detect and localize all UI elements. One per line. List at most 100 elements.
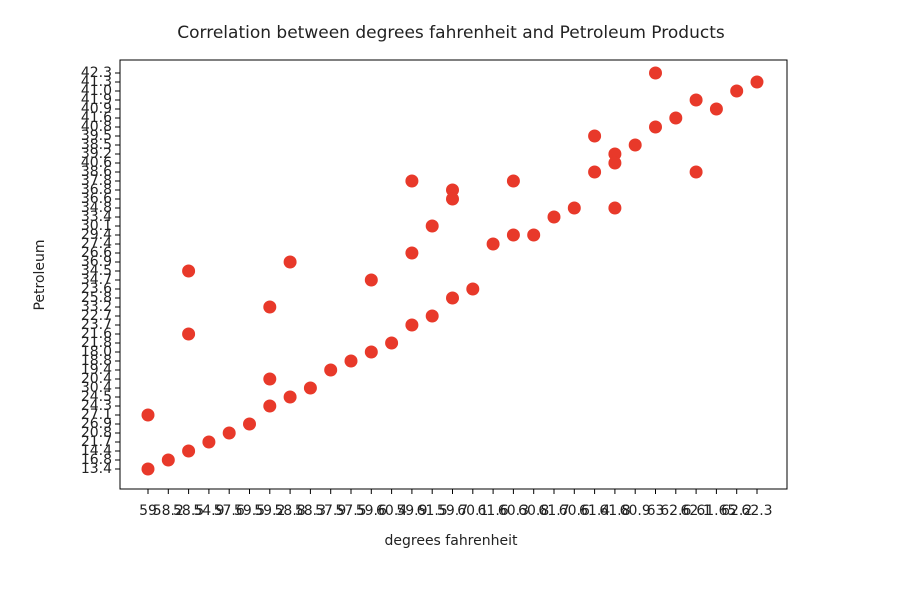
x-tick-label: 58.2 (153, 503, 184, 519)
point (446, 183, 459, 197)
point (141, 408, 155, 422)
point (364, 273, 378, 287)
point (283, 255, 297, 269)
point (324, 363, 338, 377)
point (608, 147, 622, 161)
y-tick-label: 38.6 (81, 164, 112, 180)
x-axis-label: degrees fahrenheit (385, 533, 518, 549)
point (202, 435, 216, 449)
point (628, 138, 642, 152)
point (364, 345, 378, 359)
y-tick-label: 30.4 (81, 380, 112, 396)
y-tick-label: 19.4 (81, 362, 112, 378)
x-tick-label: 58.8 (275, 503, 306, 519)
y-tick-label: 36.6 (81, 191, 112, 207)
y-tick-label: 18.8 (81, 353, 112, 369)
y-tick-label: 24.3 (81, 398, 112, 414)
y-tick-label: 40.8 (81, 119, 112, 135)
y-tick-label: 41.0 (81, 83, 112, 99)
point (182, 327, 196, 341)
y-tick-label: 21.6 (81, 326, 112, 342)
y-tick-label: 37.8 (81, 173, 112, 189)
y-tick-label: 13.4 (81, 461, 112, 477)
y-tick-label: 34.5 (81, 263, 112, 279)
x-tick-label: 57.5 (335, 503, 366, 519)
y-tick-label: 36.9 (81, 254, 112, 270)
x-tick-label: 62.6 (660, 503, 691, 519)
x-tick-label: 59.6 (356, 503, 387, 519)
x-tick-label: 60.3 (498, 503, 529, 519)
x-tick-label: 60.8 (518, 503, 549, 519)
point (608, 201, 622, 215)
x-tick-label: 62.1 (681, 503, 712, 519)
y-tick-label: 24.5 (81, 389, 112, 405)
point (182, 264, 196, 278)
point (263, 300, 277, 314)
point (182, 444, 196, 458)
point (527, 228, 541, 242)
y-tick-label: 26.6 (81, 245, 112, 261)
y-tick-label: 16.8 (81, 452, 112, 468)
point (649, 120, 662, 134)
y-tick-label: 23.6 (81, 281, 112, 297)
y-tick-label: 21.8 (81, 335, 112, 351)
point (669, 111, 683, 125)
y-tick-label: 40.6 (81, 155, 112, 171)
y-tick-label: 39.2 (81, 146, 112, 162)
y-tick-label: 29.4 (81, 227, 112, 243)
point (303, 381, 317, 395)
y-tick-label: 41.9 (81, 92, 112, 108)
plot-frame (119, 59, 788, 490)
point (263, 399, 277, 413)
x-tick-label: 57.6 (214, 503, 245, 519)
point (750, 75, 764, 89)
point (263, 372, 277, 386)
point (425, 309, 439, 323)
x-tick-label: 60.1 (457, 503, 488, 519)
x-tick-label: 62.2 (721, 503, 752, 519)
point (405, 174, 419, 188)
point (547, 210, 561, 224)
x-tick-label: 60.9 (620, 503, 651, 519)
point (709, 102, 723, 116)
y-tick-label: 27.4 (81, 236, 112, 252)
point (506, 174, 520, 188)
y-tick-label: 14.4 (81, 443, 112, 459)
y-tick-label: 40.9 (81, 101, 112, 117)
y-tick-label: 34.8 (81, 200, 112, 216)
point (567, 201, 581, 215)
point (405, 318, 419, 332)
y-tick-label: 25.8 (81, 290, 112, 306)
y-tick-label: 30.1 (81, 218, 112, 234)
x-tick-label: 61.7 (538, 503, 569, 519)
x-tick-label: 58.3 (295, 503, 326, 519)
point (344, 354, 358, 368)
point (466, 282, 480, 296)
y-tick-label: 20.8 (81, 425, 112, 441)
y-tick-label: 22.7 (81, 308, 112, 324)
y-axis-label: Petroleum (32, 239, 48, 310)
x-tick-label: 61.5 (417, 503, 448, 519)
x-tick-label: 58.5 (173, 503, 204, 519)
x-tick-label: 57.9 (315, 503, 346, 519)
x-tick-label: 59 (139, 503, 157, 519)
x-tick-label: 61.8 (599, 503, 630, 519)
y-tick-label: 33.4 (81, 209, 112, 225)
point (222, 426, 236, 440)
point (689, 93, 703, 107)
y-tick-label: 21.7 (81, 434, 112, 450)
point (283, 390, 297, 404)
x-tick-label: 60.6 (559, 503, 590, 519)
chart-title: Correlation between degrees fahrenheit a… (177, 23, 725, 43)
x-tick-label: 54.9 (193, 503, 224, 519)
point (689, 165, 703, 179)
point (730, 84, 744, 98)
y-tick-label: 27.1 (81, 407, 112, 423)
point (425, 219, 439, 233)
point (649, 66, 662, 80)
y-tick-label: 42.3 (81, 65, 112, 81)
y-tick-label: 34.7 (81, 272, 112, 288)
x-tick-label: 59.2 (254, 503, 285, 519)
